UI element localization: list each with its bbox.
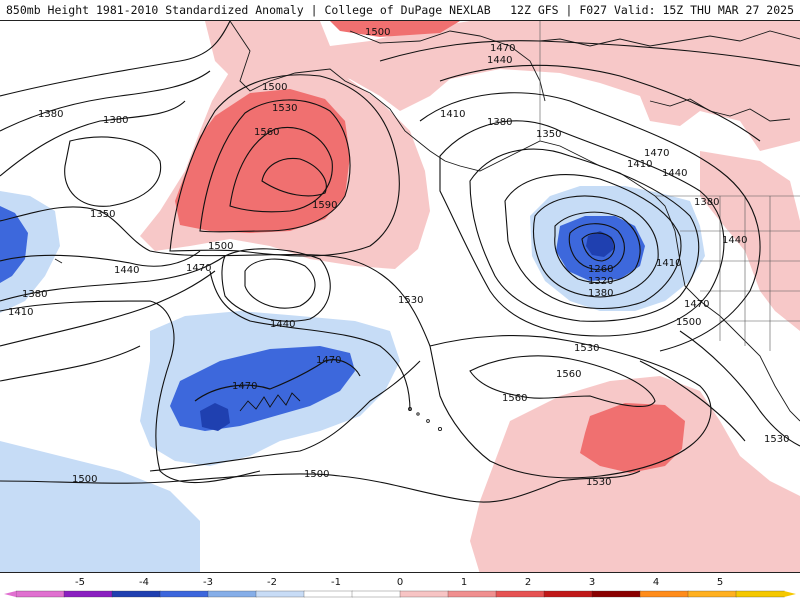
colorbar-tick-label: -3 (203, 577, 213, 588)
colorbar-tick-label: -4 (139, 577, 149, 588)
contour-label: 1410 (440, 109, 465, 120)
contour-label: 1380 (22, 289, 47, 300)
contour-label: 1350 (90, 209, 115, 220)
colorbar-tick-label: -1 (331, 577, 341, 588)
contour-label: 1500 (676, 317, 701, 328)
strong-positive-subtropics (580, 403, 685, 473)
contour-label: 1560 (502, 393, 527, 404)
contour-label: 1380 (694, 197, 719, 208)
colorbar-swatch (399, 590, 449, 598)
contour-label: 1500 (262, 82, 287, 93)
contour-label: 1260 (588, 264, 613, 275)
negative-anomaly-sw (0, 441, 200, 572)
very-strong-negative-trough (200, 403, 230, 431)
strong-positive-ridge (175, 89, 350, 233)
contour-label: 1500 (304, 469, 329, 480)
colorbar-swatch (543, 590, 593, 598)
title-bar: 850mb Height 1981-2010 Standardized Anom… (0, 0, 800, 20)
model-run-info: 12Z GFS | F027 Valid: 15Z THU MAR 27 202… (510, 3, 794, 17)
contour-label: 1530 (272, 103, 297, 114)
contour-label: 1410 (8, 307, 33, 318)
contour-label: 1560 (556, 369, 581, 380)
map-canvas: 1500 1470 1440 1380 1380 1500 1530 1560 … (0, 21, 800, 572)
colorbar-swatch (351, 590, 401, 598)
colorbar-tick-label: -2 (267, 577, 277, 588)
colorbar-swatch (111, 590, 161, 598)
colorbar-swatch (687, 590, 737, 598)
colorbar-max-arrow (784, 591, 796, 597)
contour-label: 1590 (312, 200, 337, 211)
contour-label: 1380 (103, 115, 128, 126)
colorbar-tick-label: 4 (653, 577, 659, 588)
contour-label: 1440 (722, 235, 747, 246)
contour-label: 1350 (536, 129, 561, 140)
contour-label: 1410 (656, 258, 681, 269)
contour-label: 1500 (72, 474, 97, 485)
contour-labels: 1500 1470 1440 1380 1380 1500 1530 1560 … (8, 27, 789, 488)
contour-label: 1500 (365, 27, 390, 38)
anomaly-colorbar: -5 -4 -3 -2 -1 0 1 2 3 4 5 (0, 573, 800, 600)
colorbar-tick-label: 3 (589, 577, 595, 588)
very-strong-negative-low (586, 231, 614, 257)
colorbar-swatch (447, 590, 497, 598)
anomaly-shading (0, 21, 800, 572)
contour-label: 1470 (232, 381, 257, 392)
contour-label: 1470 (490, 43, 515, 54)
contour-label: 1380 (588, 288, 613, 299)
contour-label: 1530 (574, 343, 599, 354)
contour-label: 1320 (588, 276, 613, 287)
colorbar-swatch (495, 590, 545, 598)
colorbar-swatch (303, 590, 353, 598)
colorbar-tick-label: 5 (717, 577, 723, 588)
positive-anomaly-ne-patch (700, 151, 800, 331)
colorbar-swatch (63, 590, 113, 598)
contour-label: 1560 (254, 127, 279, 138)
colorbar-swatch (15, 590, 65, 598)
colorbar-swatch (591, 590, 641, 598)
colorbar-tick-label: 2 (525, 577, 531, 588)
contour-label: 1530 (586, 477, 611, 488)
colorbar-tick-label: -5 (75, 577, 85, 588)
contour-label: 1380 (38, 109, 63, 120)
strong-negative-west (0, 206, 28, 283)
contour-label: 1380 (487, 117, 512, 128)
contour-label: 1470 (684, 299, 709, 310)
positive-anomaly-subtropics (470, 376, 800, 572)
contour-label: 1470 (644, 148, 669, 159)
contour-label: 1440 (487, 55, 512, 66)
colorbar-tick-label: 1 (461, 577, 467, 588)
political-borders (539, 21, 800, 351)
contour-label: 1410 (627, 159, 652, 170)
contour-label: 1470 (316, 355, 341, 366)
product-title: 850mb Height 1981-2010 Standardized Anom… (6, 3, 491, 17)
map-panel: 1500 1470 1440 1380 1380 1500 1530 1560 … (0, 20, 800, 573)
positive-anomaly-top-strip (330, 21, 460, 37)
contour-label: 1440 (114, 265, 139, 276)
colorbar-canvas: -5 -4 -3 -2 -1 0 1 2 3 4 5 (4, 577, 796, 598)
colorbar-swatch (207, 590, 257, 598)
colorbar-swatch (159, 590, 209, 598)
contour-label: 1470 (186, 263, 211, 274)
contour-label: 1440 (270, 319, 295, 330)
colorbar-swatch (639, 590, 689, 598)
contour-label: 1440 (662, 168, 687, 179)
colorbar-swatch (735, 590, 785, 598)
positive-anomaly-north (205, 21, 800, 151)
height-contours (0, 21, 800, 503)
contour-label: 1530 (398, 295, 423, 306)
colorbar-tick-label: 0 (397, 577, 403, 588)
contour-label: 1500 (208, 241, 233, 252)
contour-label: 1530 (764, 434, 789, 445)
colorbar-swatch (255, 590, 305, 598)
colorbar-min-arrow (4, 591, 16, 597)
